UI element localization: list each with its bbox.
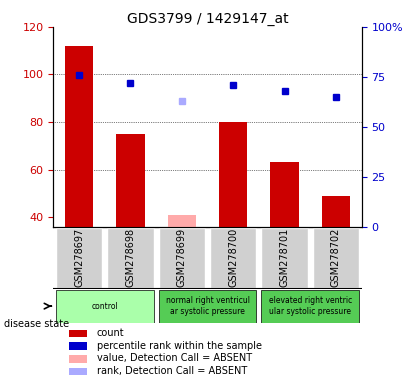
Text: GSM278697: GSM278697: [74, 228, 84, 287]
FancyBboxPatch shape: [261, 228, 308, 288]
Text: count: count: [97, 328, 124, 338]
Bar: [322, 196, 350, 227]
Text: GSM278700: GSM278700: [228, 228, 238, 287]
Title: GDS3799 / 1429147_at: GDS3799 / 1429147_at: [127, 12, 289, 26]
Text: GSM278698: GSM278698: [125, 228, 136, 287]
Text: disease state: disease state: [4, 319, 69, 329]
Bar: [65, 46, 93, 227]
Bar: [69, 343, 88, 350]
Text: normal right ventricul
ar systolic pressure: normal right ventricul ar systolic press…: [166, 296, 249, 316]
FancyBboxPatch shape: [159, 228, 205, 288]
Bar: [168, 215, 196, 227]
FancyBboxPatch shape: [159, 290, 256, 323]
FancyBboxPatch shape: [261, 290, 359, 323]
FancyBboxPatch shape: [210, 228, 256, 288]
Text: rank, Detection Call = ABSENT: rank, Detection Call = ABSENT: [97, 366, 247, 376]
Bar: [219, 122, 247, 227]
Text: value, Detection Call = ABSENT: value, Detection Call = ABSENT: [97, 353, 252, 363]
Text: elevated right ventric
ular systolic pressure: elevated right ventric ular systolic pre…: [269, 296, 352, 316]
FancyBboxPatch shape: [313, 228, 359, 288]
FancyBboxPatch shape: [56, 228, 102, 288]
Bar: [116, 134, 145, 227]
Text: percentile rank within the sample: percentile rank within the sample: [97, 341, 261, 351]
Bar: [69, 355, 88, 362]
FancyBboxPatch shape: [56, 290, 154, 323]
Text: GSM278701: GSM278701: [279, 228, 290, 287]
Bar: [69, 368, 88, 375]
Bar: [270, 162, 299, 227]
Text: GSM278702: GSM278702: [331, 228, 341, 288]
FancyBboxPatch shape: [107, 228, 154, 288]
Bar: [69, 329, 88, 337]
Text: control: control: [91, 301, 118, 311]
Text: GSM278699: GSM278699: [177, 228, 187, 287]
